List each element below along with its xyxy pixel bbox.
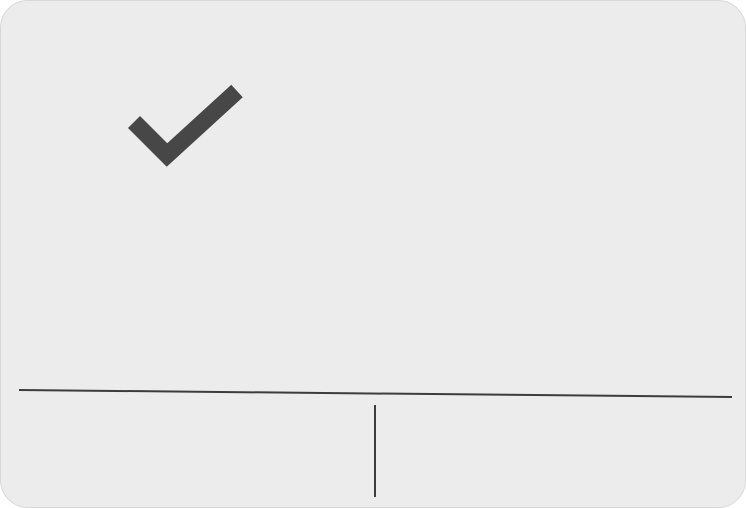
dialog-left-button[interactable]	[19, 393, 374, 499]
button-divider	[374, 405, 376, 497]
dialog-right-button[interactable]	[376, 393, 731, 499]
check-icon	[125, 83, 247, 175]
dialog-actions	[19, 393, 731, 499]
